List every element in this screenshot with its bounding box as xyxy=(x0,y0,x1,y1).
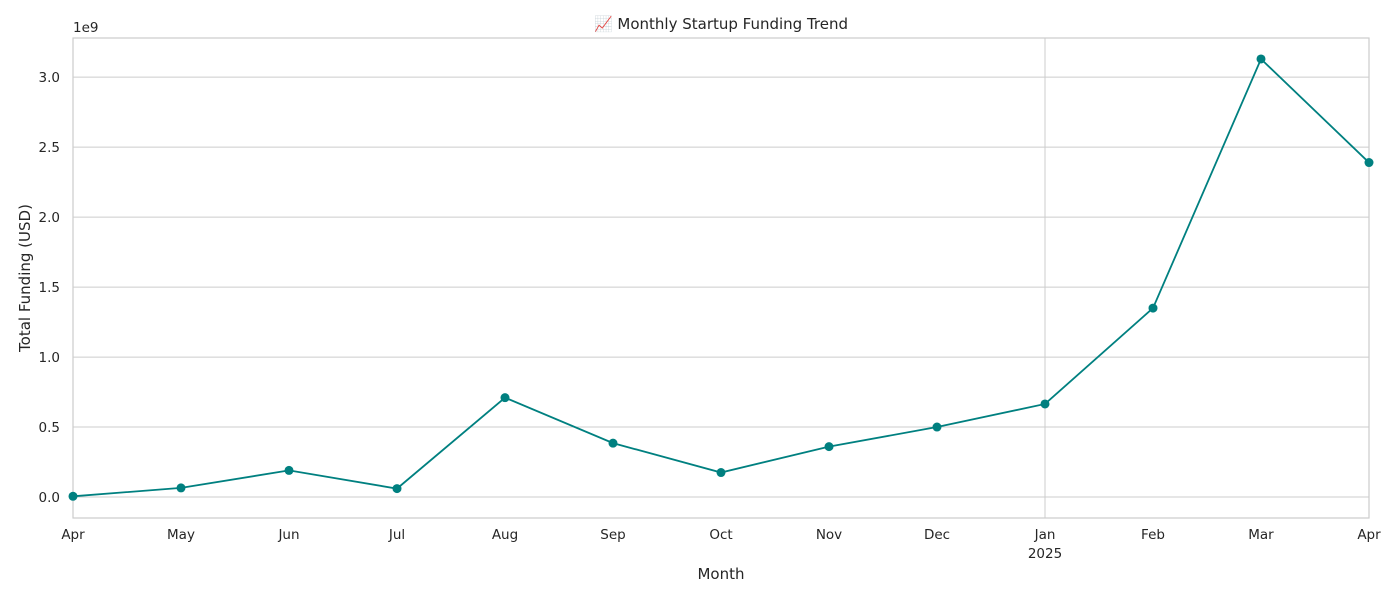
data-point xyxy=(68,491,78,501)
data-point xyxy=(608,438,618,448)
x-tick-label: Aug xyxy=(492,527,518,543)
data-point xyxy=(500,393,510,403)
data-point xyxy=(1148,303,1158,313)
y-tick-label: 2.0 xyxy=(39,210,60,226)
chart-title: 📈 Monthly Startup Funding Trend xyxy=(594,15,848,33)
y-axis-label: Total Funding (USD) xyxy=(16,204,34,353)
x-tick-label: Jun xyxy=(277,527,299,543)
data-point xyxy=(932,422,942,432)
x-tick-label: Nov xyxy=(816,527,842,543)
x-axis-label: Month xyxy=(697,565,744,583)
x-axis-ticks: Apr May Jun Jul Aug Sep Oct Nov Dec Jan 2025 Feb Mar… xyxy=(61,527,1381,562)
data-point xyxy=(1256,54,1266,64)
y-tick-label: 1.5 xyxy=(39,280,60,296)
data-point xyxy=(716,468,726,478)
series-line xyxy=(72,57,1370,498)
data-point xyxy=(1364,158,1374,168)
x-tick-label: Sep xyxy=(600,527,625,543)
x-tick-label: Dec xyxy=(924,527,950,543)
x-tick-label: May xyxy=(167,527,195,543)
x-tick-label: Apr xyxy=(61,527,85,543)
y-tick-label: 2.5 xyxy=(39,140,60,156)
data-point xyxy=(176,483,186,493)
y-offset-label: 1e9 xyxy=(73,20,98,36)
y-tick-label: 1.0 xyxy=(39,350,60,366)
series-funding xyxy=(68,54,1374,501)
x-tick-label: Apr xyxy=(1357,527,1381,543)
y-tick-label: 0.0 xyxy=(39,490,60,506)
data-point xyxy=(392,484,402,494)
x-tick-label: Mar xyxy=(1248,527,1274,543)
data-point xyxy=(1040,399,1050,409)
grid-lines xyxy=(73,38,1369,518)
x-tick-label: Jul xyxy=(388,527,405,543)
x-tick-label: Feb xyxy=(1141,527,1165,543)
x-tick-label: Jan xyxy=(1034,527,1056,543)
plot-frame xyxy=(72,37,1370,519)
y-axis-ticks: 0.0 0.5 1.0 1.5 2.0 2.5 3.0 xyxy=(39,70,60,506)
x-tick-label: Oct xyxy=(709,527,732,543)
data-point xyxy=(284,465,294,475)
y-tick-label: 3.0 xyxy=(39,70,60,86)
y-tick-label: 0.5 xyxy=(39,420,60,436)
x-tick-sublabel: 2025 xyxy=(1028,546,1062,562)
data-point xyxy=(824,442,834,452)
